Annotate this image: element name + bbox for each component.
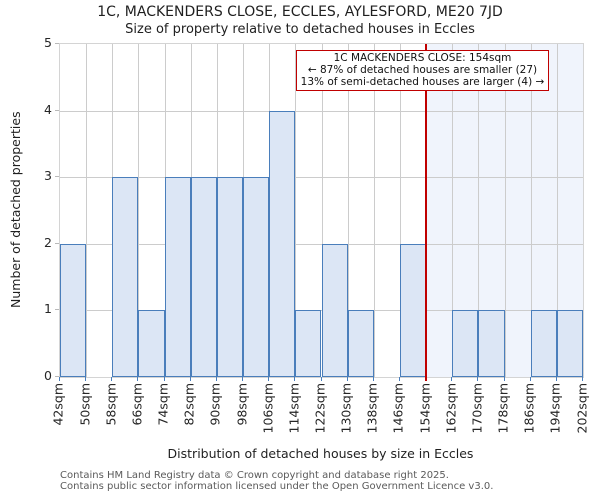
- vertical-gridline: [556, 44, 558, 377]
- x-tick-mark: [346, 377, 348, 381]
- x-tick-mark: [215, 377, 217, 381]
- y-tick-label: 0: [44, 368, 52, 383]
- annotation-line-2: ← 87% of detached houses are smaller (27…: [307, 63, 538, 76]
- histogram-bar: [452, 310, 479, 377]
- y-tick-mark: [55, 309, 59, 311]
- x-tick-mark: [503, 377, 505, 381]
- x-tick-mark: [398, 377, 400, 381]
- x-tick-mark: [294, 377, 296, 381]
- vertical-gridline: [530, 44, 532, 377]
- histogram-bar: [556, 310, 583, 377]
- vertical-gridline: [347, 44, 349, 377]
- histogram-bar: [269, 110, 296, 377]
- vertical-gridline: [452, 44, 454, 377]
- x-tick-mark: [85, 377, 87, 381]
- vertical-gridline: [478, 44, 480, 377]
- x-tick-mark: [582, 377, 583, 381]
- footer-line-1: Contains HM Land Registry data © Crown c…: [60, 470, 449, 481]
- histogram-bar: [60, 243, 87, 377]
- x-tick-mark: [189, 377, 191, 381]
- footer-line-2: Contains public sector information licen…: [60, 481, 494, 492]
- vertical-gridline: [321, 44, 323, 377]
- y-axis-title: Number of detached properties: [8, 111, 23, 308]
- y-tick-mark: [55, 376, 59, 377]
- histogram-bar: [216, 177, 244, 377]
- x-tick-mark: [529, 377, 531, 381]
- y-tick-label: 3: [44, 168, 52, 184]
- histogram-bar: [321, 243, 348, 377]
- histogram-bar: [243, 177, 270, 377]
- histogram-bar: [530, 310, 557, 377]
- histogram-bar: [295, 310, 322, 377]
- annotation-line-3: 13% of semi-detached houses are larger (…: [300, 75, 545, 88]
- shaded-region: [426, 44, 583, 377]
- y-tick-label: 2: [44, 234, 52, 250]
- y-tick-mark: [55, 109, 59, 111]
- x-tick-mark: [268, 377, 270, 381]
- x-tick-mark: [372, 377, 374, 381]
- y-tick-label: 4: [44, 101, 52, 117]
- x-tick-mark: [477, 377, 479, 381]
- chart-title: 1C, MACKENDERS CLOSE, ECCLES, AYLESFORD,…: [97, 4, 503, 20]
- histogram-bar: [190, 177, 217, 377]
- y-tick-mark: [55, 176, 59, 178]
- plot-area: [59, 43, 584, 381]
- histogram-bar: [347, 310, 374, 377]
- chart-subtitle: Size of property relative to detached ho…: [125, 22, 475, 37]
- x-tick-mark: [555, 377, 557, 381]
- x-tick-mark: [111, 377, 113, 381]
- histogram-bar: [478, 310, 505, 377]
- y-tick-label: 1: [44, 301, 52, 317]
- y-tick-mark: [55, 242, 59, 244]
- annotation-box: 1C MACKENDERS CLOSE: 154sqm ← 87% of det…: [296, 50, 549, 92]
- histogram-bar: [138, 310, 165, 377]
- x-tick-mark: [320, 377, 322, 381]
- vertical-gridline: [138, 44, 140, 377]
- x-tick-mark: [59, 377, 60, 381]
- vertical-gridline: [504, 44, 506, 377]
- vertical-gridline: [373, 44, 375, 377]
- vertical-gridline: [399, 44, 401, 377]
- histogram-bar: [112, 177, 139, 377]
- histogram-bar: [399, 243, 427, 377]
- y-tick-mark: [55, 43, 59, 44]
- x-tick-mark: [242, 377, 244, 381]
- histogram-bar: [164, 177, 191, 377]
- x-tick-mark: [137, 377, 139, 381]
- annotation-line-1: 1C MACKENDERS CLOSE: 154sqm: [333, 52, 512, 64]
- marker-line: [425, 44, 427, 381]
- x-axis-title: Distribution of detached houses by size …: [167, 446, 474, 461]
- x-tick-mark: [451, 377, 453, 381]
- vertical-gridline: [295, 44, 297, 377]
- vertical-gridline: [86, 44, 88, 377]
- y-tick-label: 5: [44, 35, 52, 50]
- x-tick-mark: [163, 377, 165, 381]
